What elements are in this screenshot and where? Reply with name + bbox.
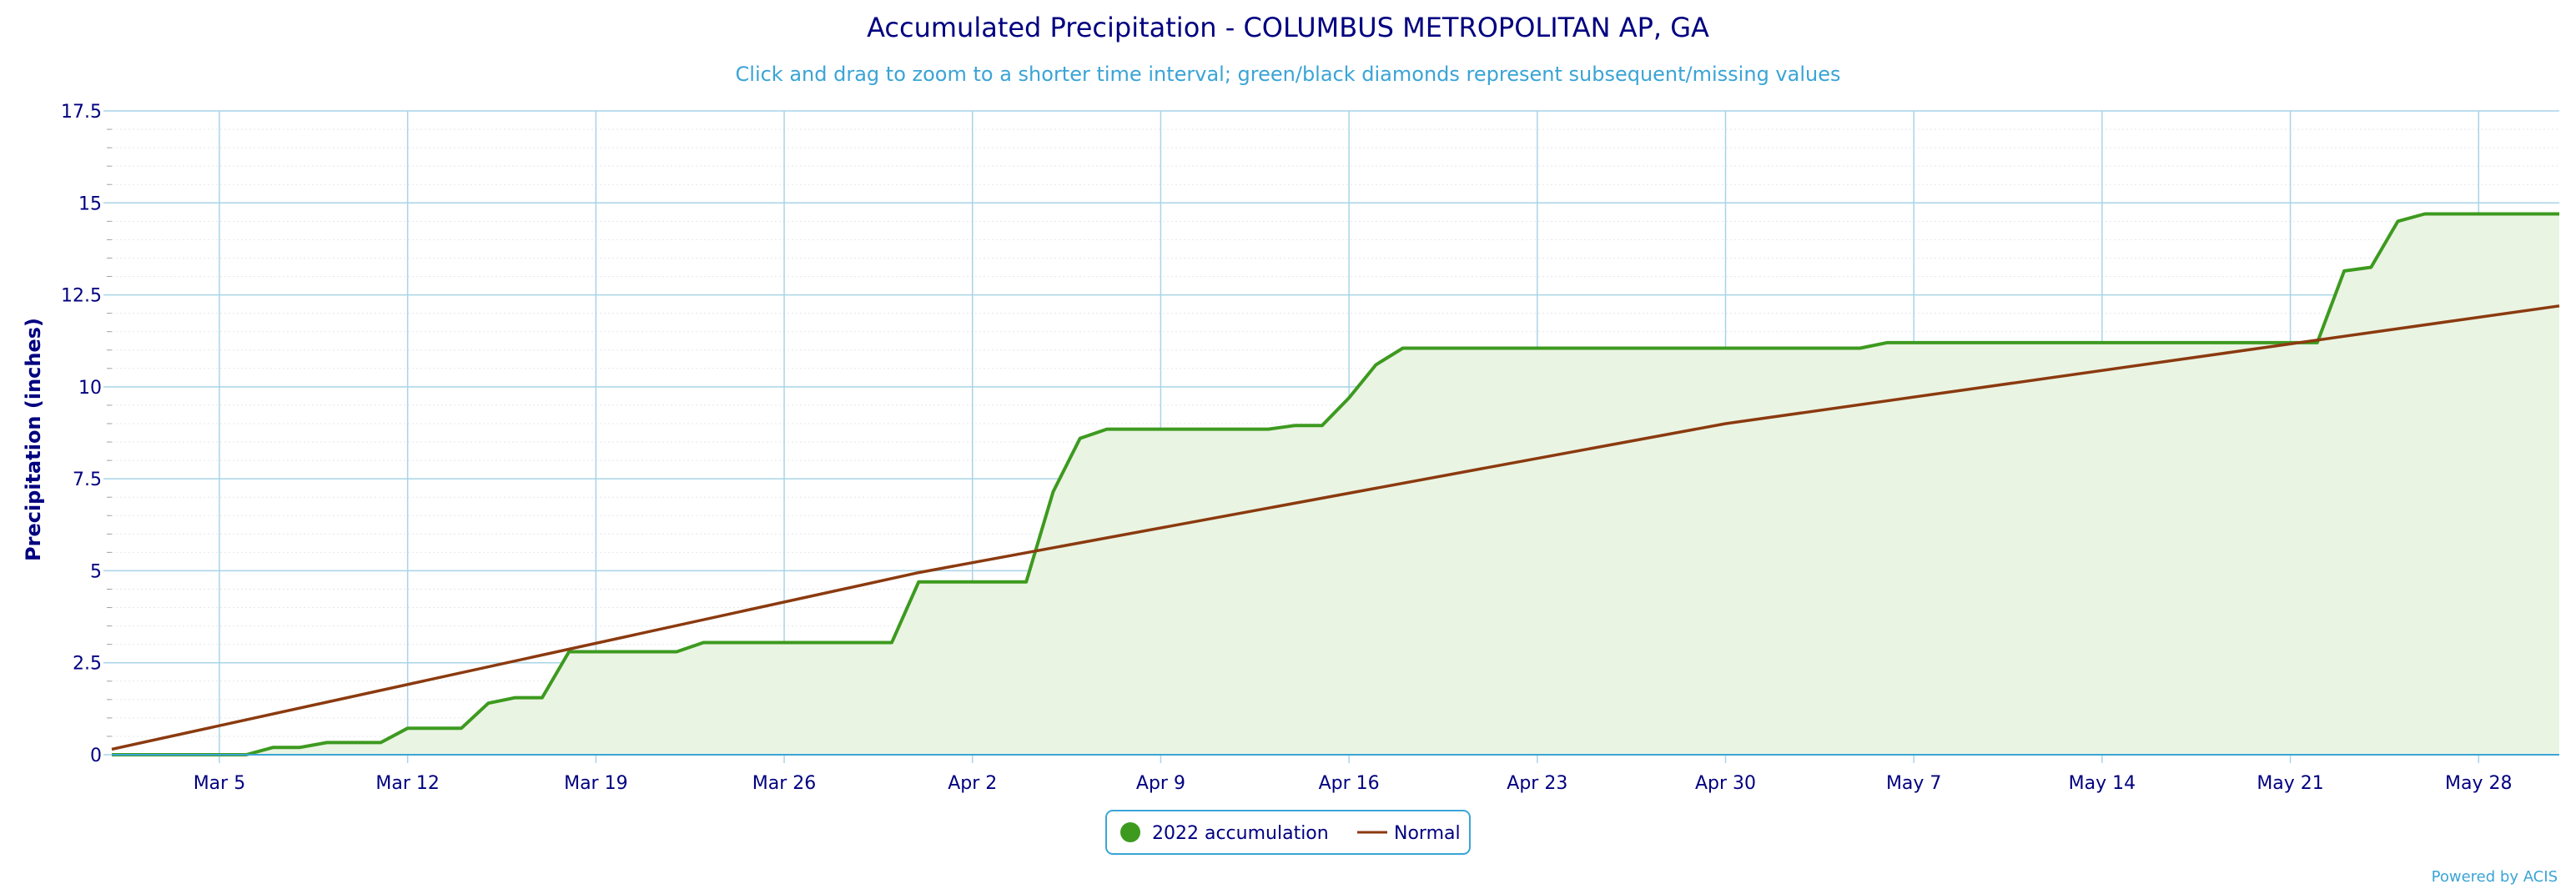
x-tick-label: May 21 [2257,773,2323,794]
x-tick-label: May 14 [2069,773,2136,794]
x-tick-label: Apr 16 [1319,773,1380,794]
y-tick-label: 7.5 [73,470,102,490]
x-tick-label: Mar 5 [194,773,246,794]
x-tick-label: Apr 30 [1695,773,1756,794]
accumulation-area [112,213,2559,755]
y-tick-label: 12.5 [61,286,102,307]
chart-title: Accumulated Precipitation - COLUMBUS MET… [867,12,1709,43]
accumulation-2022-line [112,212,2559,756]
x-tick-label: Apr 9 [1136,773,1185,794]
y-tick-label: 2.5 [73,654,102,675]
x-tick-label: Apr 2 [948,773,997,794]
plot-area[interactable] [111,212,2560,756]
legend-item-2022[interactable]: 2022 accumulation [1152,823,1329,844]
x-tick-label: Mar 19 [564,773,628,794]
y-tick-label: 10 [78,378,102,399]
legend-item-normal[interactable]: Normal [1394,823,1461,844]
x-tick-label: Mar 26 [752,773,817,794]
y-axis-label: Precipitation (inches) [22,318,45,561]
x-tick-label: Mar 12 [375,773,440,794]
axes: 0 2.5 5 7.5 10 12.5 15 17.5 Mar 5 Mar 12 Mar 19 Mar… [61,102,2559,794]
y-tick-label: 0 [90,746,102,766]
y-tick-label: 17.5 [61,102,102,123]
legend-marker-2022 [1120,822,1140,842]
legend-box [1105,810,1471,855]
x-tick-label: May 28 [2445,773,2512,794]
chart-subtitle: Click and drag to zoom to a shorter time… [736,63,1841,86]
x-tick-label: May 7 [1886,773,1941,794]
y-tick-label: 15 [78,193,102,214]
x-tick-label: Apr 23 [1507,773,1567,794]
credit-link[interactable]: Powered by ACIS [2432,868,2558,886]
y-tick-label: 5 [90,561,102,582]
normal-line [111,304,2560,751]
legend[interactable]: 2022 accumulation Normal [1105,810,1471,855]
